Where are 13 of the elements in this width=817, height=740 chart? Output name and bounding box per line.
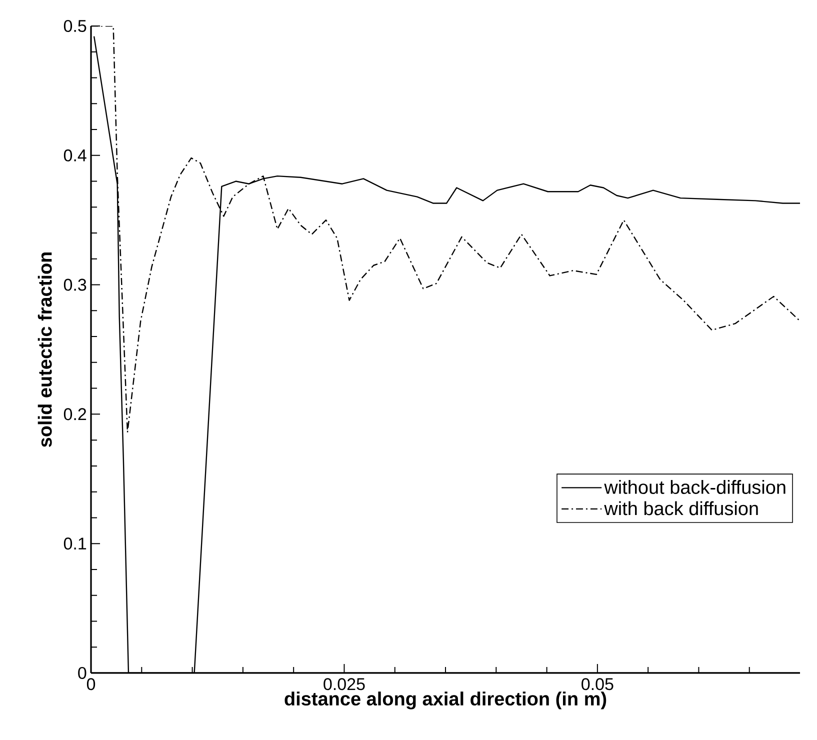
legend-label: without back-diffusion [604,480,786,494]
x-axis-title: distance along axial direction (in m) [284,692,606,710]
y-tick-label: 0.1 [64,538,86,550]
y-tick-label: 0 [78,666,86,680]
x-tick-label: 0.05 [582,678,614,690]
y-tick-label: 0.3 [64,278,86,291]
x-tick-label: 0 [86,678,96,690]
legend-label: with back diffusion [604,501,758,516]
y-axis-title: solid eutectic fraction [38,252,52,447]
y-tick-label: 0.4 [64,149,86,162]
y-tick-label: 0.5 [64,20,86,32]
x-tick-label: 0.025 [324,678,365,690]
y-tick-label: 0.2 [64,408,86,420]
